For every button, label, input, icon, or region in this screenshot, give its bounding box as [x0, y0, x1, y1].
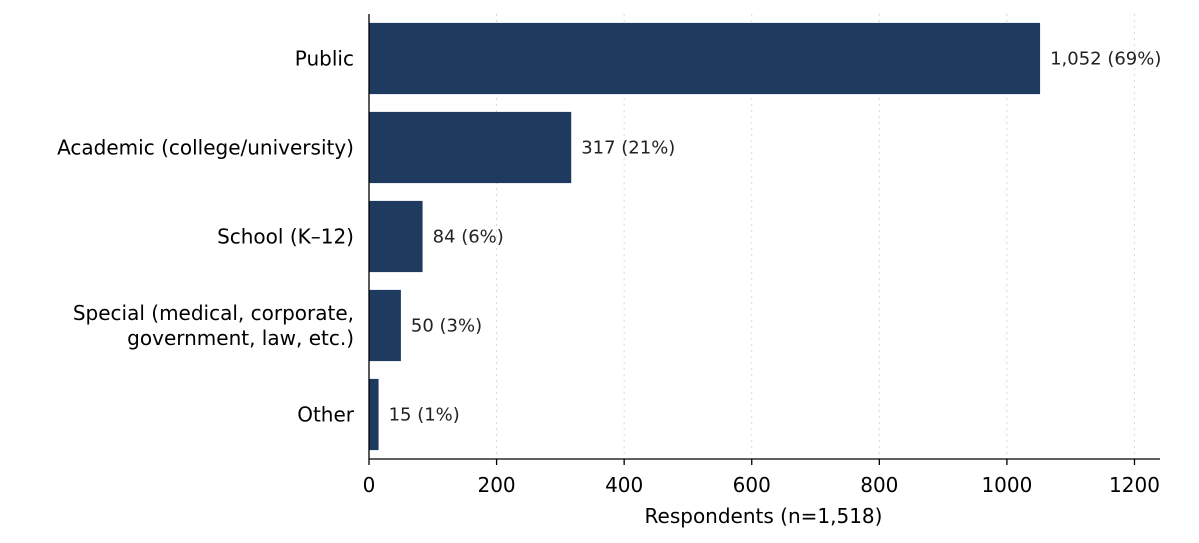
bar-3 [369, 289, 401, 362]
gridlines [496, 14, 1135, 459]
axes [368, 14, 1160, 460]
bar-1 [369, 111, 572, 184]
x-tick-label-2: 400 [605, 473, 643, 497]
category-labels: Public Academic (college/university) Schoo… [57, 47, 355, 427]
data-label-2: 84 (6%) [433, 227, 504, 248]
category-label-3: Special (medical, corporate, government, … [73, 301, 354, 350]
category-label-1: Academic (college/university) [57, 136, 354, 160]
data-label-0: 1,052 (69%) [1050, 49, 1161, 70]
x-tick-label-1: 200 [477, 473, 515, 497]
data-labels: 1,052 (69%) 317 (21%) 84 (6%) 50 (3%) 15 (1%… [389, 49, 1162, 426]
x-tick-label-4: 800 [860, 473, 898, 497]
category-label-2-line-0: School (K–12) [217, 225, 354, 249]
category-label-4: Other [297, 403, 355, 427]
bar-0 [369, 22, 1041, 95]
x-tick-label-5: 1000 [981, 473, 1032, 497]
category-label-3-line-0: Special (medical, corporate, [73, 301, 354, 325]
category-label-3-line-1: government, law, etc.) [127, 326, 354, 350]
category-label-0: Public [295, 47, 354, 71]
category-label-2: School (K–12) [217, 225, 354, 249]
x-ticks: 0 200 400 600 800 1000 1200 [363, 459, 1160, 497]
bar-4 [369, 378, 379, 451]
category-label-1-line-0: Academic (college/university) [57, 136, 354, 160]
data-label-4: 15 (1%) [389, 405, 460, 426]
bars [369, 22, 1041, 451]
data-label-3: 50 (3%) [411, 316, 482, 337]
x-tick-label-0: 0 [363, 473, 376, 497]
data-label-1: 317 (21%) [581, 138, 675, 159]
category-label-4-line-0: Other [297, 403, 355, 427]
x-tick-label-6: 1200 [1109, 473, 1160, 497]
x-tick-label-3: 600 [733, 473, 771, 497]
category-label-0-line-0: Public [295, 47, 354, 71]
bar-2 [369, 200, 423, 273]
x-axis-title: Respondents (n=1,518) [645, 504, 883, 528]
